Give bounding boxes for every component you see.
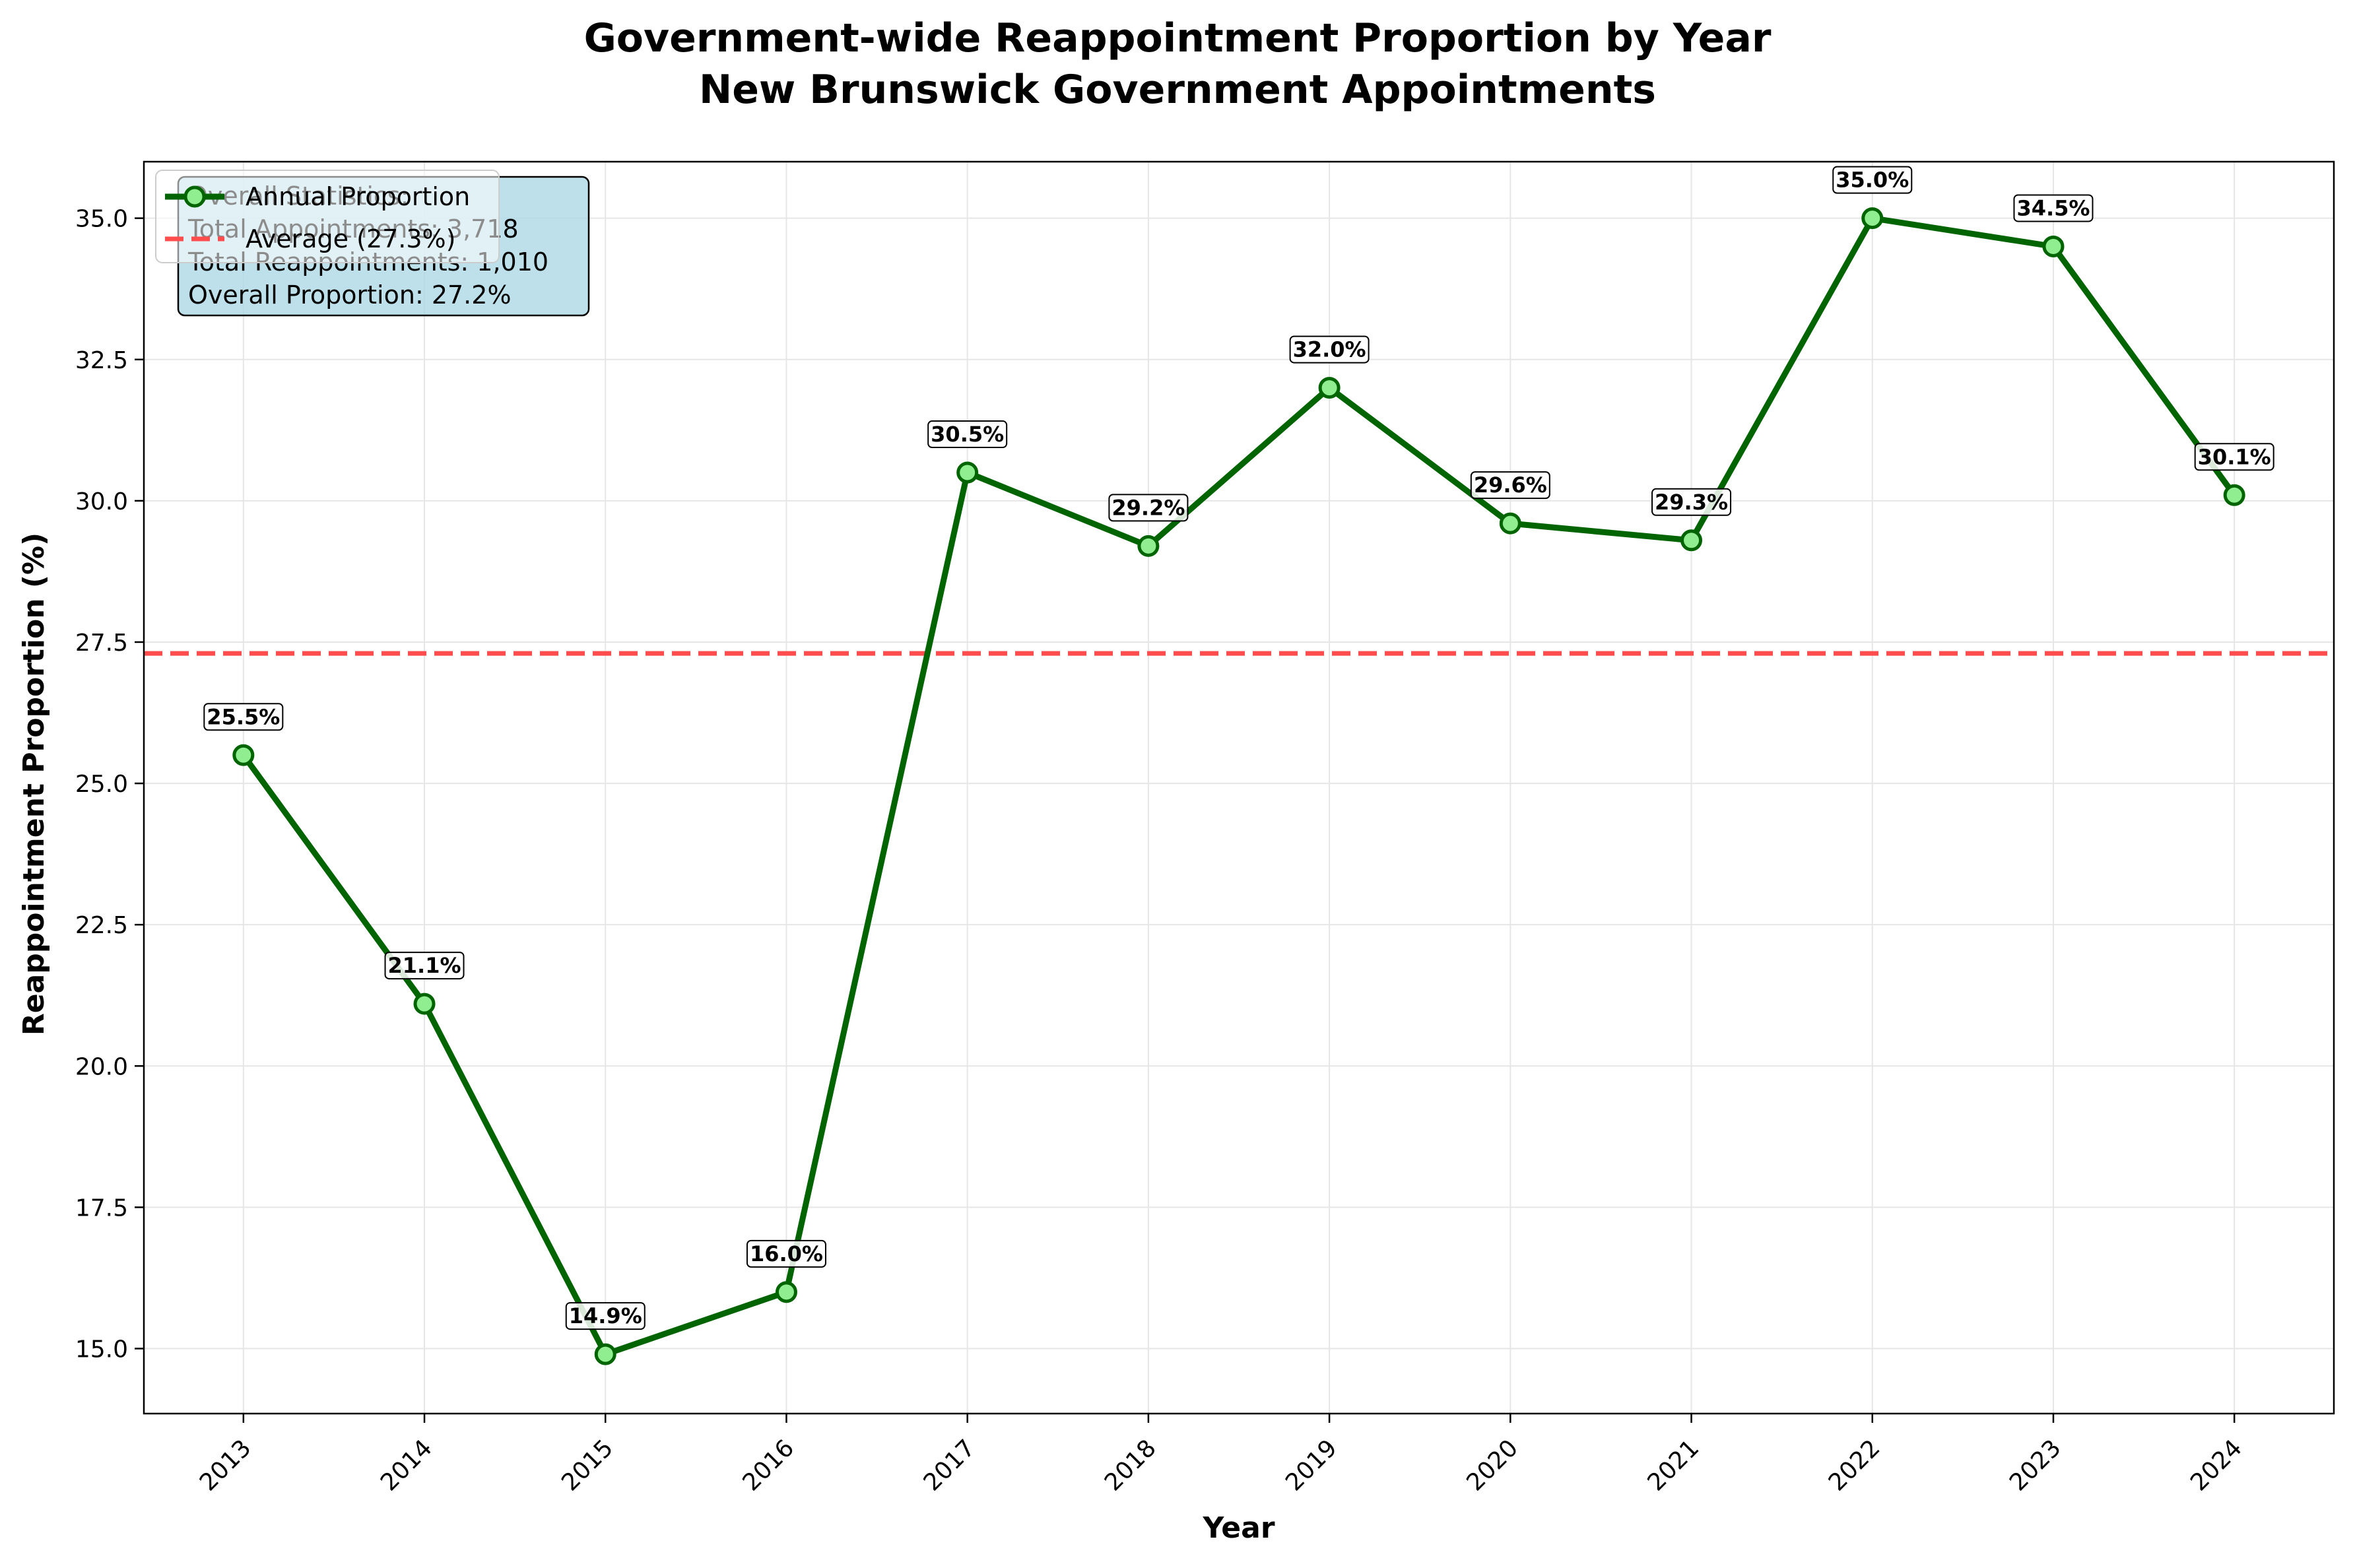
data-label: 34.5% xyxy=(2016,195,2090,220)
ticks-layer: 2013 2014 2015 2016 2017 2018 2019 2020 2021 2022… xyxy=(75,206,2247,1497)
y-tick-label: 17.5 xyxy=(75,1194,128,1222)
data-label: 35.0% xyxy=(1836,168,1909,193)
data-label: 29.6% xyxy=(1474,473,1547,498)
x-tick-label: 2020 xyxy=(1461,1435,1523,1497)
data-point xyxy=(2223,484,2245,506)
data-label-box xyxy=(746,1239,826,1268)
x-axis-title: Year xyxy=(1202,1511,1275,1545)
x-tick-label: 2016 xyxy=(737,1435,799,1497)
series-line xyxy=(240,215,2238,1357)
data-label: 14.9% xyxy=(569,1303,642,1328)
data-point xyxy=(1499,512,1521,535)
data-label: 21.1% xyxy=(388,953,461,978)
y-axis-title: Reappointment Proportion (%) xyxy=(17,533,51,1035)
data-point xyxy=(775,1281,797,1303)
y-tick-label: 27.5 xyxy=(75,630,128,657)
legend-label: Average (27.3%) xyxy=(246,224,456,253)
chart-subtitle: New Brunswick Government Appointments xyxy=(699,67,1656,113)
data-label-box xyxy=(927,420,1008,449)
data-label-box xyxy=(1651,488,1732,516)
data-point xyxy=(594,1343,616,1365)
data-label-box xyxy=(384,952,465,980)
data-label-box xyxy=(1832,166,1913,194)
data-point xyxy=(1137,535,1160,557)
chart-title: Government-wide Reappointment Proportion… xyxy=(584,15,1772,61)
data-point xyxy=(956,461,979,484)
legend-box xyxy=(155,170,500,263)
data-label: 29.2% xyxy=(1111,495,1185,520)
legend: Overall Statistics:Total Appointments: 3… xyxy=(155,170,590,317)
x-tick-label: 2018 xyxy=(1100,1435,1162,1497)
data-point xyxy=(1861,207,1884,230)
x-tick-label: 2014 xyxy=(376,1435,438,1497)
data-point xyxy=(232,744,255,766)
x-tick-label: 2015 xyxy=(556,1435,618,1497)
x-tick-label: 2023 xyxy=(2005,1435,2067,1497)
x-tick-label: 2021 xyxy=(1643,1435,1705,1497)
x-tick-label: 2017 xyxy=(919,1435,981,1497)
data-point xyxy=(413,993,436,1015)
y-tick-label: 22.5 xyxy=(75,912,128,939)
plot-frame xyxy=(143,160,2335,1415)
data-label-box xyxy=(1470,471,1550,500)
data-label-box xyxy=(203,703,284,731)
legend-marker-swatch xyxy=(183,185,206,208)
data-label: 30.5% xyxy=(931,422,1004,447)
data-label-box xyxy=(1108,494,1189,522)
y-tick-label: 35.0 xyxy=(75,206,128,233)
data-label-box xyxy=(2013,194,2094,222)
data-label: 29.3% xyxy=(1655,490,1728,515)
y-tick-label: 15.0 xyxy=(75,1336,128,1363)
stats-line: Overall Proportion: 27.2% xyxy=(188,280,512,310)
data-label-box xyxy=(2194,443,2274,471)
y-tick-label: 32.5 xyxy=(75,347,128,374)
data-label: 30.1% xyxy=(2198,444,2271,469)
y-tick-label: 25.0 xyxy=(75,771,128,798)
data-label-box xyxy=(1289,335,1370,364)
data-label: 25.5% xyxy=(207,704,280,729)
x-tick-label: 2024 xyxy=(2185,1435,2247,1497)
data-label: 16.0% xyxy=(750,1241,823,1266)
data-label-box xyxy=(565,1302,646,1330)
data-point xyxy=(2042,235,2065,257)
y-tick-label: 30.0 xyxy=(75,488,128,515)
legend-label: Annual Proportion xyxy=(246,182,470,211)
data-label: 32.0% xyxy=(1293,337,1366,362)
data-point xyxy=(1680,529,1703,552)
grid xyxy=(144,162,2334,1414)
series-layer: 25.5% 21.1% 14.9% 16.0% 30.5% 29.2% 32.0% 29.6%… xyxy=(203,166,2274,1365)
x-tick-label: 2019 xyxy=(1280,1435,1343,1497)
x-tick-label: 2022 xyxy=(1824,1435,1886,1497)
y-tick-label: 20.0 xyxy=(75,1053,128,1080)
data-point xyxy=(1318,377,1341,399)
x-tick-label: 2013 xyxy=(195,1435,257,1497)
